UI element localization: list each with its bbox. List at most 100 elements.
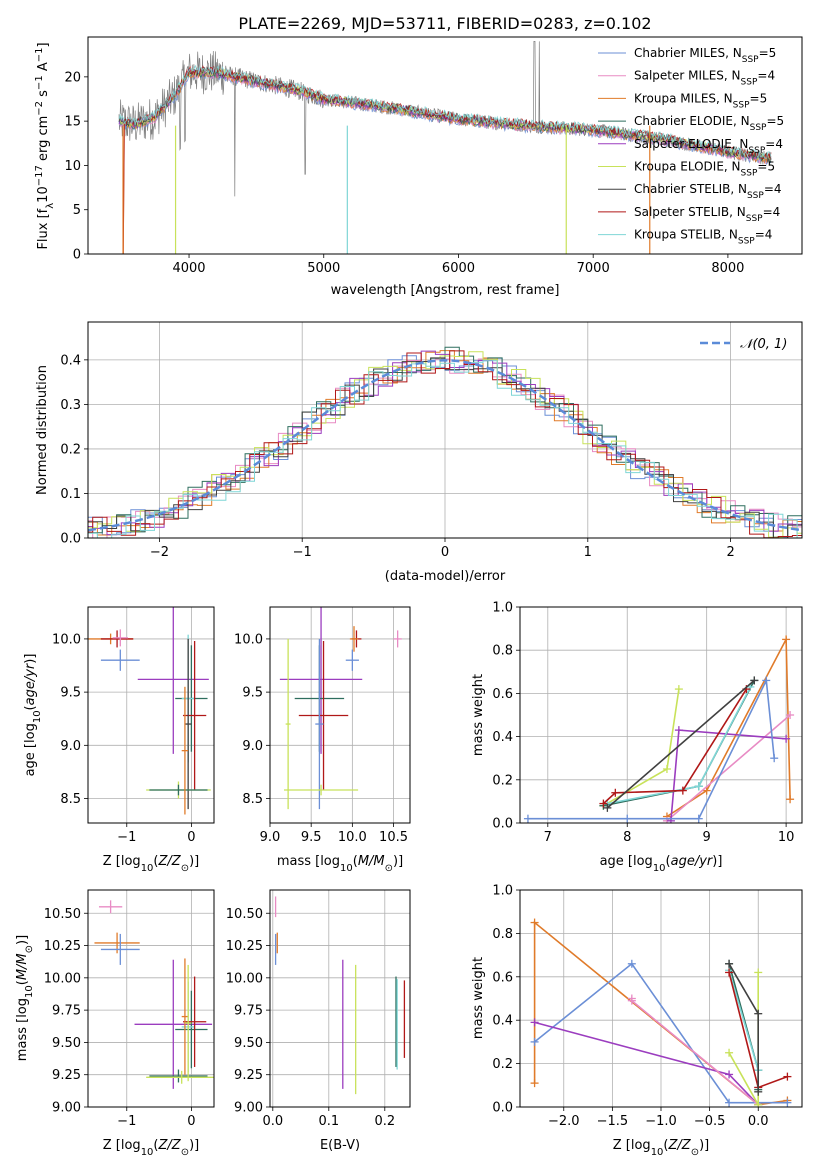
- legend-label-text: Salpeter STELIB, N: [634, 205, 746, 219]
- y-tick-label: 0.4: [60, 353, 81, 368]
- errorbar-point-8: [285, 638, 291, 810]
- errorbar-point-6: [182, 976, 207, 1067]
- weight-marker: [770, 754, 779, 763]
- y-tick-label: 8.5: [242, 792, 263, 807]
- x-axis-label: wavelength [Angstrom, rest frame]: [331, 283, 560, 298]
- weight-marker: [523, 814, 532, 823]
- legend-label: Kroupa ELODIE, NSSP=5: [634, 160, 775, 179]
- x-tick-label: 0.1: [318, 1114, 339, 1129]
- x-tick-label: 9.0: [260, 830, 281, 845]
- legend-label: Chabrier ELODIE, NSSP=5: [634, 114, 784, 133]
- label-part: −2: [34, 101, 45, 116]
- x-axis-label: Z [log10(Z/Z⊙)]: [613, 1138, 710, 1158]
- plot-area-mass-weight-vs-age: [523, 635, 795, 823]
- legend-label-sub: SSP: [738, 237, 755, 247]
- legend-label-text: Chabrier ELODIE, N: [634, 114, 750, 128]
- label-part: ]: [36, 42, 51, 47]
- x-tick-label: 2: [726, 545, 734, 560]
- label-part: erg cm: [36, 116, 51, 165]
- errorbar-point-1: [100, 630, 134, 648]
- panel-age-vs-Z: −1 08.59.09.510.0Z [log10(Z/Z⊙)]age [log1…: [23, 606, 215, 874]
- x-tick-label: 9.5: [301, 830, 322, 845]
- label-part: M/M: [15, 953, 30, 980]
- panel-age-vs-mass: 9.0 9.5 10.0 10.5 8.5 9.0 9.5 10.0 mass [log10(M…: [234, 606, 411, 874]
- label-part: 10: [340, 863, 353, 874]
- axes-frame: [519, 606, 803, 824]
- weight-line-1: [666, 714, 791, 822]
- weight-line-3: [527, 677, 775, 820]
- y-tick-label: 0.2: [492, 1057, 513, 1072]
- x-tick-label: −0.5: [694, 1114, 726, 1129]
- errorbar-point-3: [345, 649, 359, 671]
- legend-label-sub: SSP: [750, 123, 767, 133]
- axes-frame: [87, 606, 215, 824]
- legend-label-val: =4: [755, 228, 773, 242]
- errorbar-point-6: [298, 641, 349, 791]
- panel-mass-vs-EBV: 0.0 0.1 0.2 9.00 9.25 9.50 9.75 10.00 10.25 10.50…: [226, 889, 411, 1153]
- x-tick-label: −1: [117, 830, 136, 845]
- plot-area-mass-vs-Z: [94, 900, 214, 1089]
- label-part: λ: [45, 203, 56, 209]
- weight-marker: [754, 1100, 763, 1107]
- x-tick-label: 4000: [172, 261, 205, 276]
- label-part: Z/Z: [668, 1138, 692, 1153]
- y-tick-label: 9.0: [60, 739, 81, 754]
- plot-area-age-vs-Z: [88, 607, 211, 815]
- legend-label-text: Kroupa STELIB, N: [634, 228, 738, 242]
- legend-label-sub: SSP: [742, 55, 759, 65]
- y-tick-label: 10.25: [44, 939, 81, 954]
- axes-frame: [87, 36, 803, 255]
- label-part: ⊙: [385, 863, 393, 874]
- legend-label-text: Chabrier MILES, N: [634, 46, 742, 60]
- weight-line-2: [670, 729, 787, 821]
- legend-label-sub: SSP: [733, 100, 750, 110]
- errorbar-point-4: [137, 607, 209, 754]
- weight-marker: [754, 1087, 763, 1096]
- label-part: (: [153, 854, 158, 869]
- y-tick-label: 0: [73, 248, 81, 263]
- x-tick-label: 6000: [442, 261, 475, 276]
- weight-marker: [750, 676, 759, 685]
- y-axis-label: age [log10(age/yr)]: [23, 654, 43, 777]
- weight-marker: [674, 685, 683, 694]
- residual-histogram-7: [88, 350, 802, 538]
- legend-label-val: =4: [765, 137, 783, 151]
- weight-marker: [530, 1079, 539, 1088]
- weight-marker: [782, 734, 791, 743]
- x-tick-label: 7: [544, 830, 552, 845]
- weight-marker: [530, 1037, 539, 1046]
- x-tick-label: 8000: [711, 261, 744, 276]
- y-tick-label: 0.0: [492, 817, 513, 832]
- errorbar-point-9: [146, 1070, 214, 1084]
- label-part: ⊙: [181, 863, 189, 874]
- legend-label-text: Chabrier STELIB, N: [634, 182, 747, 196]
- x-axis-label: age [log10(age/yr)]: [600, 854, 723, 874]
- x-tick-label: 0.2: [374, 1114, 395, 1129]
- y-tick-label: 10.0: [234, 632, 263, 647]
- label-part: (: [15, 980, 30, 985]
- errorbar-point-2: [349, 626, 359, 652]
- x-tick-label: 0.0: [262, 1114, 283, 1129]
- y-tick-label: 0.6: [492, 687, 513, 702]
- legend-label: Salpeter STELIB, NSSP=4: [634, 205, 780, 224]
- y-tick-label: 9.25: [52, 1068, 81, 1083]
- label-part: Z [log: [103, 854, 141, 869]
- legend-label-text: Kroupa MILES, N: [634, 91, 733, 105]
- x-tick-label: 0: [187, 830, 195, 845]
- x-tick-label: 7000: [577, 261, 610, 276]
- y-tick-label: 10.25: [226, 939, 263, 954]
- y-tick-label: 0.4: [492, 730, 513, 745]
- x-tick-label: −1: [117, 1114, 136, 1129]
- label-part: 10: [141, 1147, 154, 1158]
- y-tick-label: 0.4: [492, 1014, 513, 1029]
- label-part: 10: [651, 1147, 664, 1158]
- legend-label-val: =5: [750, 91, 768, 105]
- errorbar-point-11: [181, 686, 189, 815]
- legend-label-text: Kroupa ELODIE, N: [634, 160, 741, 174]
- weight-marker: [725, 968, 734, 977]
- y-tick-label: 0.0: [60, 532, 81, 547]
- y-tick-label: 0.1: [60, 487, 81, 502]
- weight-marker: [786, 795, 795, 804]
- label-part: (: [353, 854, 358, 869]
